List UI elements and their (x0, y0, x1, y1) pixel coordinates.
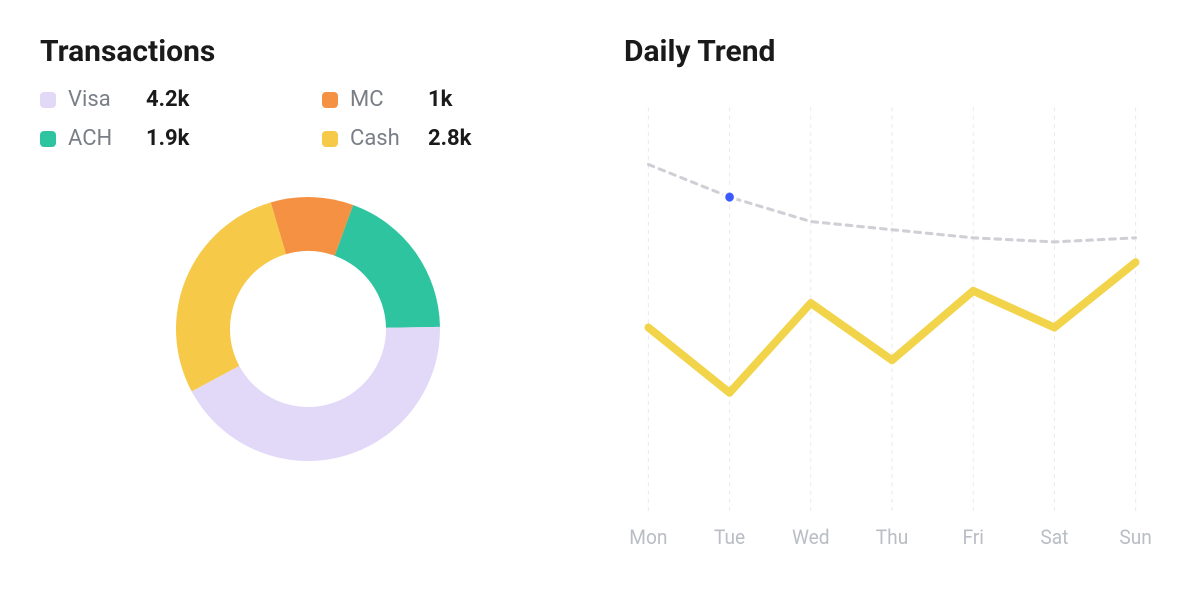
legend-value: 1k (428, 87, 452, 112)
legend-label: Visa (68, 87, 134, 112)
legend-value: 2.8k (428, 126, 471, 151)
daily-trend-title: Daily Trend (624, 34, 1160, 69)
x-axis-label: Mon (629, 526, 667, 550)
transactions-title: Transactions (40, 34, 576, 69)
legend-item-mc[interactable]: MC 1k (322, 87, 576, 112)
swatch-icon (40, 131, 56, 147)
x-axis-label: Tue (714, 526, 745, 550)
legend-item-visa[interactable]: Visa 4.2k (40, 87, 294, 112)
legend-item-cash[interactable]: Cash 2.8k (322, 126, 576, 151)
x-axis-label: Fri (962, 526, 983, 550)
donut-chart-container (40, 173, 576, 566)
legend-value: 4.2k (146, 87, 189, 112)
donut-slice-cash[interactable] (176, 202, 286, 391)
legend-label: MC (350, 87, 416, 112)
x-axis-label: Wed (792, 526, 830, 550)
x-axis-label: Thu (876, 526, 909, 550)
swatch-icon (40, 92, 56, 108)
daily-trend-panel: Daily Trend Mon Tue Wed Thu Fri Sat Sun (624, 34, 1160, 566)
transactions-legend: Visa 4.2k MC 1k ACH 1.9k Cash 2.8k (40, 87, 576, 151)
swatch-icon (322, 131, 338, 147)
line-chart[interactable]: Mon Tue Wed Thu Fri Sat Sun (624, 87, 1160, 566)
x-axis-label: Sat (1040, 526, 1068, 550)
line-chart-container: Mon Tue Wed Thu Fri Sat Sun (624, 87, 1160, 566)
legend-value: 1.9k (146, 126, 189, 151)
transactions-panel: Transactions Visa 4.2k MC 1k ACH 1.9k Ca… (40, 34, 576, 566)
swatch-icon (322, 92, 338, 108)
data-point-marker[interactable] (724, 191, 735, 203)
legend-label: Cash (350, 126, 416, 151)
legend-item-ach[interactable]: ACH 1.9k (40, 126, 294, 151)
x-axis-label: Sun (1119, 526, 1151, 550)
donut-slice-ach[interactable] (335, 205, 440, 328)
donut-chart (158, 179, 458, 479)
legend-label: ACH (68, 126, 134, 151)
